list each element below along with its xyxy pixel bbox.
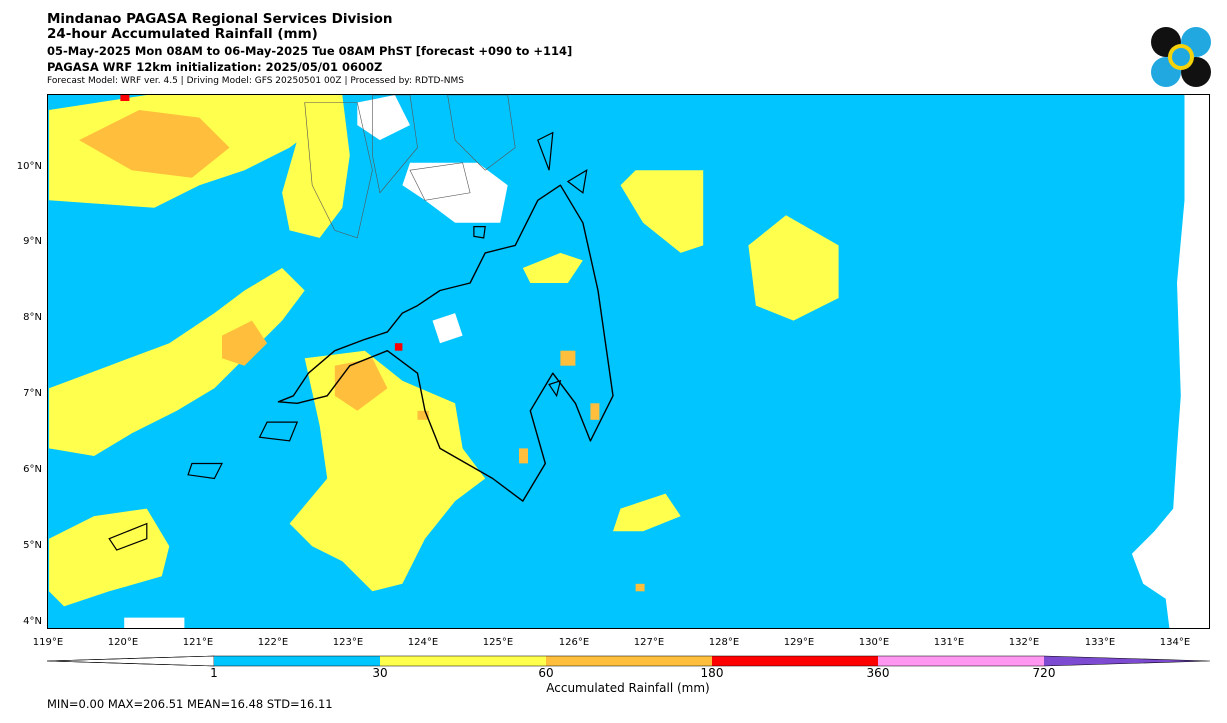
pagasa-logo-icon xyxy=(1151,27,1211,87)
lon-label-126e: 126°E xyxy=(558,637,590,648)
lat-label-5n: 5°N xyxy=(23,540,42,551)
rain-60-180-sulu xyxy=(222,320,268,366)
lon-label-131e: 131°E xyxy=(933,637,965,648)
rain-60-180-moro xyxy=(334,358,388,411)
lat-label-7n: 7°N xyxy=(23,388,42,399)
cebu-coastline xyxy=(372,95,418,194)
tawi-tawi-coastline xyxy=(108,522,148,551)
lon-label-127e: 127°E xyxy=(633,637,665,648)
lon-label-124e: 124°E xyxy=(407,637,439,648)
leyte-coastline xyxy=(447,95,516,171)
coastline-layer xyxy=(108,95,614,551)
colorbar-extend-high xyxy=(1044,656,1210,666)
forecast-period: 05-May-2025 Mon 08AM to 06-May-2025 Tue … xyxy=(47,44,573,58)
model-initialization: PAGASA WRF 12km initialization: 2025/05/… xyxy=(47,60,383,74)
lon-label-125e: 125°E xyxy=(482,637,514,648)
basilan-coastline xyxy=(258,421,299,442)
rain-30-60-east-patch xyxy=(748,215,839,321)
rain-30-60-philippine-sea xyxy=(620,170,704,253)
colorbar-title: Accumulated Rainfall (mm) xyxy=(546,681,710,695)
bohol-coastline xyxy=(409,162,471,201)
no-rain-south-edge xyxy=(124,617,185,628)
negros-coastline xyxy=(304,102,373,239)
rain-60-180-cell-b xyxy=(590,403,600,420)
model-credits: Forecast Model: WRF ver. 4.5 | Driving M… xyxy=(47,76,464,86)
lat-label-10n: 10°N xyxy=(16,161,42,172)
no-rain-bohol xyxy=(402,162,508,223)
rain-30-60-sulu-sea xyxy=(49,268,305,456)
rainfall-map xyxy=(47,94,1210,629)
rain-30-60-moro-gulf xyxy=(289,350,486,592)
siargao-coastline xyxy=(566,169,588,194)
logo-center-globe xyxy=(1172,48,1190,66)
colorbar-outline xyxy=(47,655,1211,667)
lon-label-129e: 129°E xyxy=(783,637,815,648)
colorbar-seg-1-30 xyxy=(214,656,380,666)
lon-label-133e: 133°E xyxy=(1084,637,1116,648)
lat-label-8n: 8°N xyxy=(23,312,42,323)
lat-label-4n: 4°N xyxy=(23,616,42,627)
dinagat-coastline xyxy=(537,131,554,171)
map-title: Mindanao PAGASA Regional Services Divisi… xyxy=(47,11,393,27)
colorbar-tick-1: 1 xyxy=(210,666,218,680)
no-rain-lanao xyxy=(432,313,463,344)
no-rain-cebu xyxy=(357,95,410,141)
lat-label-6n: 6°N xyxy=(23,464,42,475)
rain-180-360-north xyxy=(120,95,130,101)
lon-label-132e: 132°E xyxy=(1008,637,1040,648)
colorbar-seg-360-720 xyxy=(878,656,1044,666)
lon-label-128e: 128°E xyxy=(708,637,740,648)
rain-60-180-northwest xyxy=(79,110,230,178)
colorbar xyxy=(47,655,1211,667)
rain-30-60-south-patch xyxy=(613,493,681,532)
rainfall-statistics: MIN=0.00 MAX=206.51 MEAN=16.48 STD=16.11 xyxy=(47,697,333,711)
rain-180-360-lanao xyxy=(394,343,403,351)
camiguin-coastline xyxy=(473,226,486,239)
rain-60-180-cell-e xyxy=(417,410,429,420)
rain-60-180-cell-c xyxy=(519,448,528,464)
colorbar-seg-60-180 xyxy=(546,656,712,666)
colorbar-tick-720: 720 xyxy=(1032,666,1056,680)
samal-coastline xyxy=(548,379,562,398)
lat-label-9n: 9°N xyxy=(23,236,42,247)
colorbar-seg-30-60 xyxy=(380,656,546,666)
mindanao-coastline xyxy=(277,184,614,502)
rain-60-180-cell-a xyxy=(560,350,576,366)
lon-label-134e: 134°E xyxy=(1159,637,1191,648)
colorbar-tick-360: 360 xyxy=(866,666,890,680)
rainfall-field xyxy=(48,95,1209,628)
lon-label-119e: 119°E xyxy=(32,637,64,648)
rain-30-60-negros-strip xyxy=(267,95,350,238)
colorbar-tick-30: 30 xyxy=(372,666,388,680)
colorbar-extend-low xyxy=(47,655,215,667)
rain-30-60-southwest xyxy=(49,508,170,607)
colorbar-tick-60: 60 xyxy=(538,666,554,680)
colorbar-seg-180-360 xyxy=(712,656,878,666)
jolo-coastline xyxy=(187,462,223,480)
lon-label-121e: 121°E xyxy=(182,637,214,648)
rain-30-60-agusan xyxy=(522,252,583,283)
lon-label-120e: 120°E xyxy=(107,637,139,648)
lon-label-122e: 122°E xyxy=(257,637,289,648)
rain-60-180-cell-d xyxy=(635,583,645,592)
map-subtitle: 24-hour Accumulated Rainfall (mm) xyxy=(47,26,318,42)
no-rain-east xyxy=(1131,95,1209,628)
rainfall-map-canvas xyxy=(48,95,1209,628)
lon-label-130e: 130°E xyxy=(858,637,890,648)
colorbar-tick-180: 180 xyxy=(700,666,724,680)
lon-label-123e: 123°E xyxy=(332,637,364,648)
